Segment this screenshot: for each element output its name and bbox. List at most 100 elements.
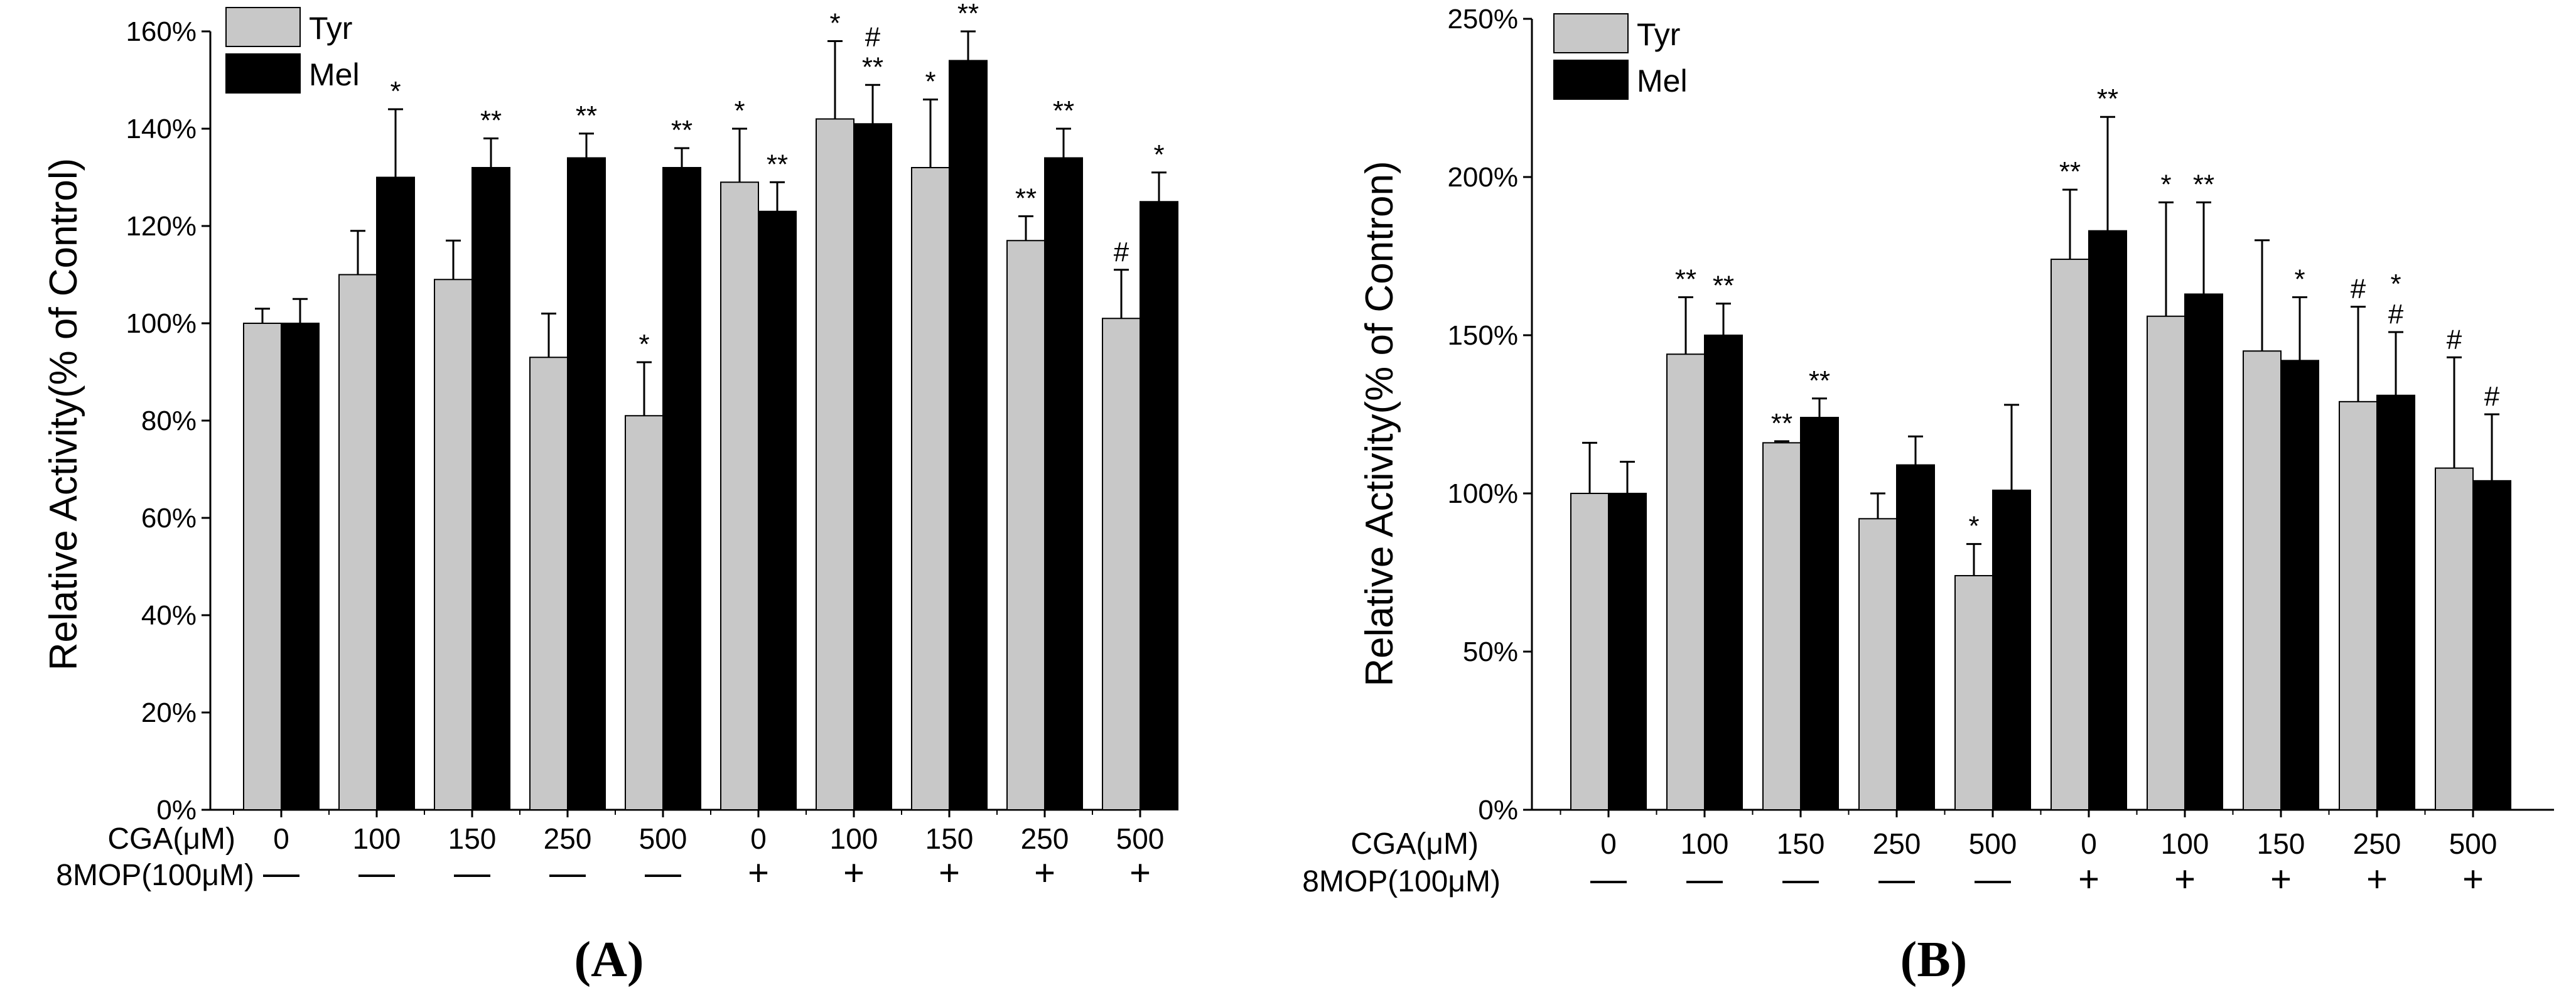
x-tick-label: 250 [1021,822,1069,855]
bar-mel [949,60,988,810]
significance-marker: ** [1675,264,1696,295]
y-tick-label: 80% [141,406,197,436]
legend-swatch-mel [1553,60,1629,100]
significance-marker: ** [957,0,979,29]
x-tick-label: 150 [448,822,497,855]
significance-marker: # [2351,274,2366,304]
x-tick-label: 500 [639,822,687,855]
8mop-indicator: — [263,852,299,893]
bar-mel [1140,201,1178,810]
bar-tyr [434,279,473,810]
y-tick-label: 100% [126,308,197,339]
y-tick-label: 140% [126,114,197,144]
x-tick-label: 500 [1116,822,1165,855]
y-tick-label: 200% [1447,162,1518,193]
8mop-row-label: 8MOP(100μM) [1302,865,1501,898]
bar-mel [472,167,510,810]
x-tick-label: 100 [2161,827,2209,860]
significance-marker: ** [671,115,693,146]
8mop-indicator: + [2174,859,2196,900]
significance-marker: * [829,8,840,39]
8mop-indicator: — [1975,859,2011,900]
bar-tyr [2243,350,2282,810]
x-tick-label: 0 [1600,827,1617,860]
significance-marker: * [734,95,745,126]
bar-tyr [529,357,568,810]
y-tick-label: 160% [126,16,197,47]
x-tick-label: 250 [2353,827,2401,860]
y-tick-label: 250% [1447,4,1518,35]
y-tick-label: 20% [141,697,197,728]
8mop-indicator: + [748,852,769,893]
significance-marker: * [2160,169,2171,200]
significance-marker: * [2390,269,2401,299]
x-tick-label: 0 [2081,827,2097,860]
bar-mel [1992,489,2031,811]
8mop-indicator: + [2270,859,2292,900]
bar-mel [2088,230,2127,810]
8mop-indicator: + [1034,852,1055,893]
bar-tyr [1006,240,1045,810]
8mop-indicator: — [1878,859,1915,900]
bar-mel [2472,480,2511,810]
8mop-indicator: + [2078,859,2099,900]
cga-row-label: CGA(μM) [107,822,235,856]
significance-marker: * [2294,264,2305,295]
bar-tyr [1102,318,1141,810]
8mop-indicator: — [454,852,490,893]
significance-marker: ** [1015,183,1037,214]
legend-label: Mel [309,57,360,92]
x-tick-label: 150 [925,822,974,855]
legend-swatch-mel [225,53,301,94]
y-tick-label: 120% [126,211,197,242]
y-axis-label: Relative Activity(% of Contron) [1358,161,1401,686]
bar-mel [1704,335,1743,810]
y-tick-label: 0% [156,795,197,825]
8mop-indicator: — [549,852,586,893]
y-axis-label: Relative Activity(% of Control) [42,158,85,671]
x-tick-label: 100 [830,822,878,855]
significance-marker: ** [2193,169,2214,200]
x-tick-label: 500 [2449,827,2498,860]
bar-mel [1044,157,1083,810]
bar-mel [1608,493,1647,810]
significance-marker: * [390,76,401,107]
y-tick-label: 40% [141,600,197,631]
8mop-indicator: + [843,852,865,893]
panel-b: Relative Activity(% of Contron) CGA(μM) … [1302,4,2554,987]
8mop-indicator: + [939,852,960,893]
bar-mel [2376,394,2415,810]
x-tick-label: 100 [353,822,401,855]
x-tick-label: 100 [1681,827,1729,860]
8mop-indicator: — [645,852,681,893]
panel-label: (B) [1900,932,1968,987]
significance-marker: ** [2097,83,2118,114]
y-tick-label: 50% [1463,637,1518,667]
significance-marker: * [1968,511,1979,542]
plot-b: 0%50%100%150%200%250%0—100—** **150—****2… [1447,4,2554,900]
cga-row-label: CGA(μM) [1350,827,1479,861]
significance-marker: ** [576,100,597,131]
significance-marker: * [925,67,935,97]
significance-marker: ** [1713,271,1734,301]
significance-marker: # [2447,324,2462,355]
8mop-indicator: — [1782,859,1819,900]
bar-tyr [720,181,759,810]
bar-tyr [2147,315,2185,810]
bar-tyr [2339,401,2378,810]
significance-marker: * [639,329,649,360]
legend-swatch-tyr [225,7,301,47]
bar-tyr [1666,353,1705,810]
bar-mel [2280,360,2319,810]
8mop-indicator: — [358,852,395,893]
bar-tyr [816,118,854,810]
legend-label: Tyr [309,11,352,46]
plot-a: 0%20%40%60%80%100%120%140%160%0—100—*150… [126,0,1178,893]
significance-marker: ** [2059,156,2081,187]
bar-mel [853,123,892,810]
legend-label: Tyr [1637,17,1680,52]
significance-marker: ** [767,149,788,180]
bar-mel [567,157,606,810]
significance-marker: # [2484,381,2500,412]
x-tick-label: 150 [2257,827,2305,860]
